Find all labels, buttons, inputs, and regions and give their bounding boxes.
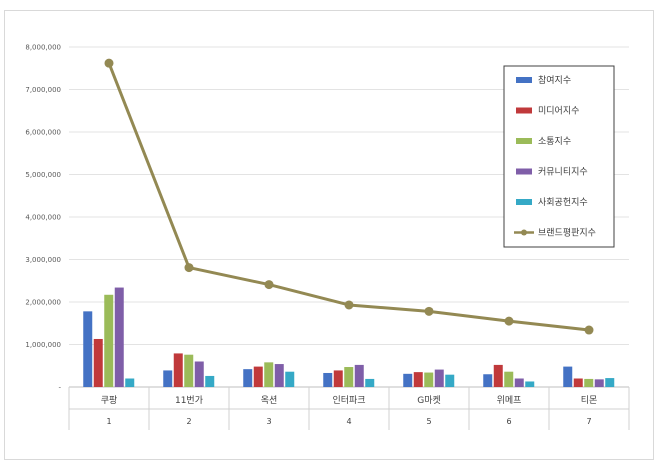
bar <box>194 361 204 387</box>
bar <box>525 381 535 387</box>
y-tick-label: 2,000,000 <box>25 299 61 307</box>
legend-label: 커뮤니티지수 <box>538 167 588 178</box>
rank-label: 4 <box>346 417 351 426</box>
bar <box>243 369 253 387</box>
x-tick-label: 쿠팡 <box>101 395 118 406</box>
bar <box>434 369 444 387</box>
bar <box>205 375 215 387</box>
bar <box>163 370 173 387</box>
bar <box>403 373 413 387</box>
y-tick-label: 7,000,000 <box>25 86 61 94</box>
line-point <box>584 325 594 335</box>
y-tick-label: - <box>58 384 61 392</box>
bar <box>493 364 503 387</box>
y-tick-label: 3,000,000 <box>25 256 61 264</box>
bar <box>323 372 333 387</box>
x-tick-label: 인터파크 <box>332 395 365 406</box>
line-point <box>344 300 354 310</box>
legend-box <box>503 65 615 248</box>
bar <box>424 372 434 387</box>
bar <box>445 374 455 387</box>
legend-label: 브랜드평판지수 <box>538 228 596 239</box>
legend-label: 미디어지수 <box>538 106 579 117</box>
rank-label: 1 <box>106 417 111 426</box>
line-point <box>264 280 274 290</box>
bar <box>504 371 514 387</box>
y-tick-label: 8,000,000 <box>25 44 61 52</box>
bar <box>344 367 354 387</box>
bar <box>594 379 604 387</box>
rank-label: 5 <box>426 417 431 426</box>
y-tick-label: 4,000,000 <box>25 214 61 222</box>
legend-label: 사회공헌지수 <box>538 197 588 208</box>
rank-label: 3 <box>266 417 271 426</box>
line-point <box>184 263 194 273</box>
y-tick-label: 1,000,000 <box>25 341 61 349</box>
y-tick-label: 5,000,000 <box>25 171 61 179</box>
bar <box>184 354 194 387</box>
bar <box>253 366 263 387</box>
bar <box>605 378 615 387</box>
bar <box>125 378 135 387</box>
y-tick-label: 6,000,000 <box>25 129 61 137</box>
line-point <box>424 306 434 316</box>
bar <box>584 378 594 387</box>
rank-label: 7 <box>586 417 591 426</box>
line-point <box>104 58 114 68</box>
bar <box>354 364 364 387</box>
bar <box>365 378 375 387</box>
rank-label: 2 <box>186 417 191 426</box>
legend-swatch <box>516 107 532 114</box>
legend-line-marker <box>521 229 527 236</box>
bar <box>104 294 114 387</box>
bar <box>83 311 93 387</box>
bar <box>573 378 583 387</box>
legend-swatch <box>516 138 532 144</box>
legend-swatch <box>516 77 532 83</box>
bar <box>93 338 103 387</box>
rank-label: 6 <box>506 417 511 426</box>
bar <box>563 366 573 387</box>
legend-swatch <box>516 199 532 205</box>
line-point <box>504 316 514 326</box>
legend-label: 참여지수 <box>538 74 571 86</box>
bar <box>483 374 493 387</box>
bar <box>514 378 524 387</box>
bar <box>333 370 343 387</box>
x-tick-label: 옥션 <box>261 395 278 406</box>
x-tick-label: 위메프 <box>497 395 522 406</box>
legend-label: 소통지수 <box>538 136 571 147</box>
bar <box>285 371 295 387</box>
bar <box>413 372 423 387</box>
x-tick-label: G마켓 <box>417 395 441 406</box>
bar <box>173 353 183 387</box>
bar <box>264 362 274 387</box>
x-tick-label: 티몬 <box>581 395 598 406</box>
bar <box>274 364 284 387</box>
legend-swatch <box>516 168 532 175</box>
bar <box>114 287 124 387</box>
x-tick-label: 11번가 <box>175 395 203 406</box>
